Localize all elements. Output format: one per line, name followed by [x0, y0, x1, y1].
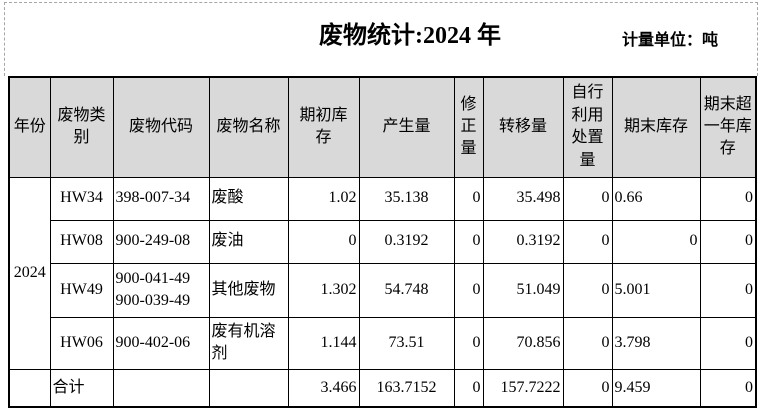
waste-row: HW06 900-402-06 废有机溶剂 1.144 73.51 0 70.8… [9, 316, 757, 370]
header-cell-year[interactable]: 年份 [8, 76, 51, 178]
waste-row: HW49 900-041-49 900-039-49 其他废物 1.302 54… [9, 262, 757, 318]
cell-transferred[interactable]: 35.498 [482, 176, 564, 221]
cell-year-empty[interactable] [8, 368, 51, 408]
cell-ending[interactable]: 3.798 [611, 316, 701, 370]
cell-over-one-year[interactable]: 0 [699, 316, 757, 370]
cell-code[interactable]: 900-041-49 900-039-49 [112, 262, 210, 318]
cell-opening[interactable]: 1.144 [287, 316, 360, 370]
cell-opening[interactable]: 0 [287, 219, 360, 264]
cell-transferred[interactable]: 0.3192 [482, 219, 564, 264]
cell-code[interactable]: 900-249-08 [112, 219, 210, 264]
cell-total-over-one-year[interactable]: 0 [699, 368, 757, 408]
cell-corrected[interactable]: 0 [453, 262, 484, 318]
cell-corrected[interactable]: 0 [453, 219, 484, 264]
cell-opening[interactable]: 1.02 [287, 176, 360, 221]
waste-row: HW08 900-249-08 废油 0 0.3192 0 0.3192 0 0… [9, 219, 757, 264]
header-cell-corrected[interactable]: 修 正 量 [453, 76, 484, 178]
cell-code[interactable]: 398-007-34 [112, 176, 210, 221]
header-cell-over-one-year[interactable]: 期末超 一年库 存 [699, 76, 757, 178]
print-area-boundary-left [4, 2, 5, 76]
cell-over-one-year[interactable]: 0 [699, 219, 757, 264]
cell-self-disposed[interactable]: 0 [562, 316, 613, 370]
cell-category[interactable]: HW06 [49, 316, 114, 370]
waste-statistics-table: 年份 废物类 别 废物代码 废物名称 期初库 存 产生量 修 正 量 转移量 自… [8, 76, 757, 408]
header-cell-category[interactable]: 废物类 别 [49, 76, 114, 178]
header-cell-name[interactable]: 废物名称 [208, 76, 289, 178]
cell-ending[interactable]: 0 [611, 219, 701, 264]
page-title: 废物统计:2024 年 [319, 23, 501, 49]
cell-category[interactable]: HW08 [49, 219, 114, 264]
header-cell-self-disposed[interactable]: 自行 利用 处置 量 [562, 76, 613, 178]
cell-name[interactable]: 其他废物 [208, 262, 289, 318]
total-row: 合计 3.466 163.7152 0 157.7222 0 9.459 0 [8, 368, 757, 408]
cell-total-corrected[interactable]: 0 [453, 368, 484, 408]
cell-total-self-disposed[interactable]: 0 [562, 368, 613, 408]
cell-code[interactable]: 900-402-06 [112, 316, 210, 370]
cell-total-generated[interactable]: 163.7152 [358, 368, 455, 408]
cell-total-code-empty[interactable] [112, 368, 210, 408]
cell-ending[interactable]: 0.66 [611, 176, 701, 221]
cell-generated[interactable]: 0.3192 [358, 219, 455, 264]
cell-total-ending[interactable]: 9.459 [611, 368, 701, 408]
cell-name[interactable]: 废有机溶剂 [208, 316, 289, 370]
waste-row: 2024 HW34 398-007-34 废酸 1.02 35.138 0 35… [8, 176, 757, 370]
cell-name[interactable]: 废酸 [208, 176, 289, 221]
cell-generated[interactable]: 54.748 [358, 262, 455, 318]
cell-year-merged[interactable]: 2024 [8, 176, 51, 370]
cell-self-disposed[interactable]: 0 [562, 176, 613, 221]
cell-transferred[interactable]: 51.049 [482, 262, 564, 318]
cell-transferred[interactable]: 70.856 [482, 316, 564, 370]
cell-total-label[interactable]: 合计 [49, 368, 114, 408]
cell-generated[interactable]: 35.138 [358, 176, 455, 221]
cell-ending[interactable]: 5.001 [611, 262, 701, 318]
cell-opening[interactable]: 1.302 [287, 262, 360, 318]
header-cell-ending[interactable]: 期末库存 [611, 76, 701, 178]
header-cell-generated[interactable]: 产生量 [358, 76, 455, 178]
cell-over-one-year[interactable]: 0 [699, 262, 757, 318]
cell-self-disposed[interactable]: 0 [562, 219, 613, 264]
cell-category[interactable]: HW34 [49, 176, 114, 221]
cell-total-transferred[interactable]: 157.7222 [482, 368, 564, 408]
cell-name[interactable]: 废油 [208, 219, 289, 264]
cell-corrected[interactable]: 0 [453, 316, 484, 370]
header-cell-opening[interactable]: 期初库 存 [287, 76, 360, 178]
cell-self-disposed[interactable]: 0 [562, 262, 613, 318]
cell-corrected[interactable]: 0 [453, 176, 484, 221]
cell-category[interactable]: HW49 [49, 262, 114, 318]
print-area-boundary-top [4, 2, 758, 3]
cell-over-one-year[interactable]: 0 [699, 176, 757, 221]
header-cell-transferred[interactable]: 转移量 [482, 76, 564, 178]
unit-label: 计量单位：吨 [622, 32, 719, 49]
header-row: 年份 废物类 别 废物代码 废物名称 期初库 存 产生量 修 正 量 转移量 自… [8, 76, 757, 178]
print-area-boundary-right [757, 2, 758, 76]
cell-generated[interactable]: 73.51 [358, 316, 455, 370]
header-cell-code[interactable]: 废物代码 [112, 76, 210, 178]
cell-total-name-empty[interactable] [208, 368, 289, 408]
cell-total-opening[interactable]: 3.466 [287, 368, 360, 408]
